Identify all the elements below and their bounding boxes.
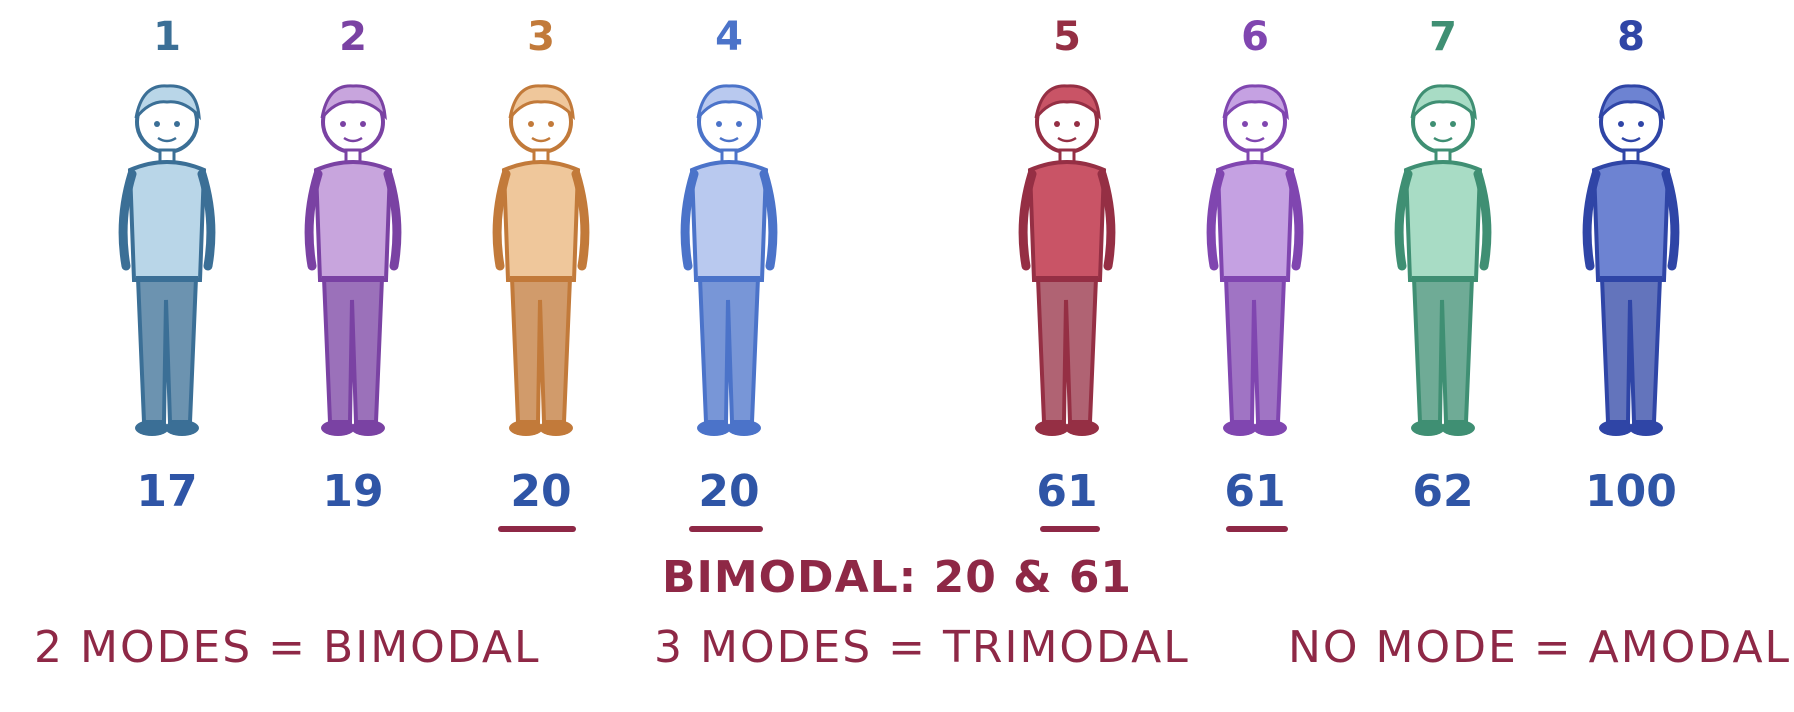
person-value: 20 [510,466,572,517]
mode-underline [689,526,763,532]
person-2: 2 19 [258,0,448,540]
person-index: 7 [1429,14,1457,60]
person-value: 61 [1036,466,1098,517]
person-5: 5 61 [972,0,1162,540]
rule-amodal: NO MODE = AMODAL [1288,622,1792,673]
rule-trimodal: 3 MODES = TRIMODAL [654,622,1190,673]
person-value: 100 [1585,466,1677,517]
person-index: 2 [339,14,367,60]
mode-underline [1040,526,1100,532]
person-figure-icon [1582,84,1680,436]
person-4: 4 20 [634,0,824,540]
person-figure-icon [1394,84,1492,436]
person-figure-icon [680,84,778,436]
person-figure-icon [118,84,216,436]
person-figure-icon [1206,84,1304,436]
person-value: 61 [1224,466,1286,517]
person-index: 1 [153,14,181,60]
rule-bimodal: 2 MODES = BIMODAL [34,622,541,673]
person-index: 6 [1241,14,1269,60]
person-8: 8 100 [1536,0,1726,540]
person-value: 62 [1412,466,1474,517]
person-6: 6 61 [1160,0,1350,540]
person-1: 1 17 [72,0,262,540]
person-3: 3 20 [446,0,636,540]
mode-underline [1226,526,1288,532]
person-value: 20 [698,466,760,517]
person-figure-icon [304,84,402,436]
person-index: 4 [715,14,743,60]
person-index: 5 [1053,14,1081,60]
person-value: 19 [322,466,384,517]
mode-underline [498,526,576,532]
person-index: 8 [1617,14,1645,60]
person-figure-icon [492,84,590,436]
person-7: 7 62 [1348,0,1538,540]
person-figure-icon [1018,84,1116,436]
person-index: 3 [527,14,555,60]
person-value: 17 [136,466,198,517]
bimodal-caption: BIMODAL: 20 & 61 [661,552,1133,603]
